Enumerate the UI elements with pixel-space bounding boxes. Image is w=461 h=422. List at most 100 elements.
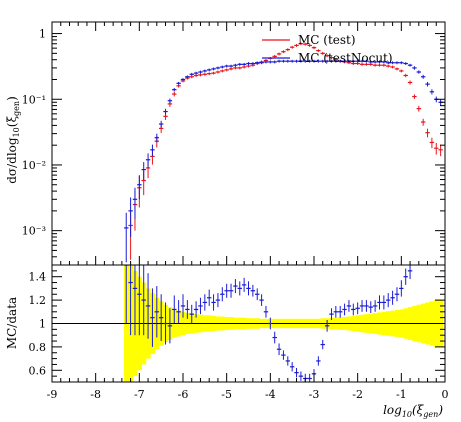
data-point — [185, 75, 190, 79]
data-point — [324, 54, 330, 58]
ratio-point — [189, 304, 194, 324]
ratio-point — [285, 356, 290, 366]
data-point — [172, 87, 177, 92]
data-point — [228, 67, 234, 71]
ratio-point — [132, 265, 138, 336]
data-point — [241, 65, 247, 69]
data-point — [381, 60, 387, 64]
data-point — [342, 59, 347, 63]
data-point — [425, 128, 430, 138]
data-point — [276, 52, 282, 56]
ratio-point — [364, 300, 369, 312]
data-point — [176, 81, 181, 85]
ratio-panel-xlabel: log10(ξgen) — [383, 403, 443, 419]
ratio-point — [246, 281, 251, 296]
data-point — [420, 118, 426, 126]
ratio-point — [259, 294, 264, 306]
ratio-point — [233, 279, 238, 294]
data-point — [158, 120, 164, 128]
data-point — [429, 89, 435, 95]
data-point — [298, 59, 304, 63]
data-point — [259, 61, 264, 65]
ratio-panel: 0.6 0.8 1 1.2 1.4 -9 -8 -7 -6 -5 -4 -3 -2 -1 0 MC/data… — [5, 264, 449, 419]
ratio-point — [333, 305, 339, 318]
data-point — [372, 63, 378, 67]
ratio-point — [281, 350, 286, 360]
ratio-point — [228, 283, 234, 298]
data-point — [316, 49, 321, 53]
ratio-point — [355, 302, 360, 315]
ratio-point — [381, 295, 387, 310]
data-point — [215, 66, 221, 70]
ratio-point — [294, 367, 299, 378]
data-point — [324, 59, 330, 63]
ratio-point — [268, 317, 273, 330]
data-point — [303, 42, 308, 46]
ratio-point — [351, 303, 356, 316]
data-point — [368, 60, 373, 64]
data-point — [189, 72, 194, 76]
ratio-point — [172, 295, 177, 324]
data-point — [237, 62, 242, 66]
data-point — [416, 105, 421, 112]
data-point — [394, 61, 400, 65]
ratio-point — [193, 301, 199, 318]
data-point — [416, 70, 421, 74]
data-point — [215, 70, 221, 74]
data-point — [233, 63, 238, 67]
ratio-panel-axes: 0.6 0.8 1 1.2 1.4 -9 -8 -7 -6 -5 -4 -3 -2 -1 0 — [29, 264, 449, 401]
data-point — [412, 94, 417, 99]
ratio-point — [263, 305, 269, 318]
data-point — [434, 142, 439, 155]
data-point — [255, 61, 260, 65]
ratio-point — [390, 290, 395, 305]
ratio-point — [394, 287, 400, 302]
ratio-point — [368, 301, 373, 313]
data-point — [198, 73, 203, 77]
ratio-point — [298, 371, 304, 381]
data-point — [246, 62, 251, 65]
ratio-point — [342, 303, 347, 316]
top-panel-ylabel: dσ/dlog10(ξgen) — [5, 96, 21, 184]
data-point — [438, 144, 443, 157]
ratio-y-tick-label: 1.2 — [29, 294, 47, 307]
ratio-point — [289, 362, 295, 372]
data-point — [145, 153, 151, 168]
ratio-point — [150, 288, 155, 347]
ratio-point — [145, 273, 151, 339]
ratio-point — [207, 289, 212, 306]
ratio-y-tick-label: 1 — [39, 318, 46, 331]
data-point — [224, 68, 229, 72]
top-panel: 10⁻³ 10⁻² 10⁻¹ 1 dσ/dlog10(ξgen) MC (test) … — [5, 21, 446, 266]
data-point — [193, 71, 199, 75]
data-point — [294, 44, 299, 47]
data-point — [154, 133, 159, 143]
ratio-point — [386, 293, 391, 308]
ratio-point — [202, 294, 208, 311]
ratio-point — [250, 284, 256, 297]
ratio-point — [154, 286, 159, 338]
ratio-point — [377, 295, 382, 310]
data-point — [289, 59, 295, 63]
data-point — [202, 72, 208, 76]
data-point — [333, 59, 339, 63]
x-tick-label: -5 — [221, 388, 232, 401]
y-tick-label: 10⁻³ — [22, 225, 46, 238]
data-point — [320, 59, 325, 63]
legend-label-test: MC (test) — [298, 33, 356, 47]
data-point — [346, 59, 352, 63]
legend-label-testnocut: MC (testNocut) — [298, 51, 393, 65]
data-point — [132, 187, 138, 220]
data-point — [359, 62, 365, 66]
data-point — [303, 59, 308, 63]
data-point — [228, 64, 234, 68]
data-point — [420, 74, 426, 79]
data-point — [351, 59, 356, 63]
data-point — [407, 63, 413, 67]
ratio-series-testnocut — [124, 265, 413, 382]
data-point — [285, 48, 290, 52]
ratio-point — [220, 287, 225, 302]
data-point — [281, 59, 286, 63]
x-tick-label: -8 — [90, 388, 101, 401]
ratio-point — [338, 305, 343, 318]
